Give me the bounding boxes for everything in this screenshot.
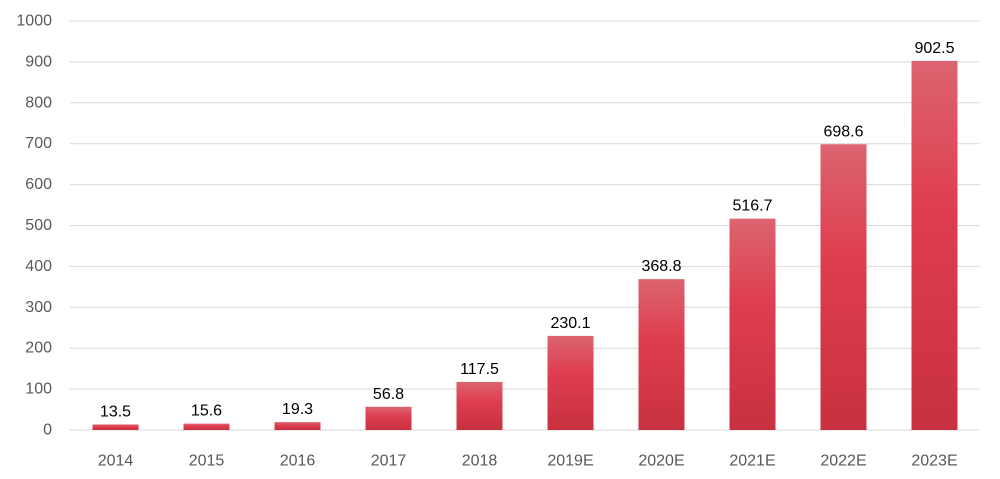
y-tick-label: 0 [43, 422, 52, 439]
bar-2015 [183, 423, 230, 430]
y-tick-label: 900 [25, 53, 52, 70]
bar-2023e [911, 60, 958, 430]
bar-2018 [456, 381, 503, 430]
x-tick-label-2021e: 2021E [729, 453, 775, 470]
x-axis: 2014 2015 2016 2017 2018 2019E 2020E 2021E 2022E… [98, 453, 958, 470]
data-label-2023e: 902.5 [914, 40, 954, 57]
bar-2016 [274, 422, 321, 430]
x-tick-label-2020e: 2020E [638, 453, 684, 470]
x-tick-label-2015: 2015 [189, 453, 225, 470]
gridlines [70, 20, 980, 431]
data-label-2020e: 368.8 [641, 258, 681, 275]
bars [92, 60, 958, 431]
bar-2021e [729, 218, 776, 430]
y-tick-label: 700 [25, 135, 52, 152]
data-label-2021e: 516.7 [732, 198, 772, 215]
x-tick-label-2018: 2018 [462, 453, 498, 470]
y-tick-label: 800 [25, 94, 52, 111]
data-label-2016: 19.3 [282, 401, 313, 418]
x-tick-label-2022e: 2022E [820, 453, 866, 470]
x-tick-label-2023e: 2023E [911, 453, 957, 470]
data-label-2017: 56.8 [373, 386, 404, 403]
data-label-2015: 15.6 [191, 403, 222, 420]
x-tick-label-2016: 2016 [280, 453, 316, 470]
y-tick-label: 400 [25, 258, 52, 275]
x-tick-label-2014: 2014 [98, 453, 134, 470]
y-tick-label: 300 [25, 299, 52, 316]
data-label-2018: 117.5 [460, 361, 499, 378]
y-tick-label: 1000 [16, 13, 52, 30]
bar-2022e [820, 144, 867, 431]
x-tick-label-2017: 2017 [371, 453, 407, 470]
y-axis: 0 100 200 300 400 500 600 700 800 900 1000 [16, 13, 52, 439]
y-tick-label: 600 [25, 176, 52, 193]
y-tick-label: 200 [25, 340, 52, 357]
bar-2014 [92, 424, 139, 430]
data-labels: 13.5 15.6 19.3 56.8 117.5 230.1 368.8 516.7 698.… [100, 40, 955, 421]
data-label-2014: 13.5 [100, 403, 131, 420]
bar-2017 [365, 406, 412, 430]
data-label-2019e: 230.1 [550, 315, 590, 332]
data-label-2022e: 698.6 [823, 123, 863, 140]
y-tick-label: 100 [25, 381, 52, 398]
bar-2019e [547, 335, 594, 430]
y-tick-label: 500 [25, 217, 52, 234]
x-tick-label-2019e: 2019E [547, 453, 593, 470]
bar-2020e [638, 279, 685, 430]
